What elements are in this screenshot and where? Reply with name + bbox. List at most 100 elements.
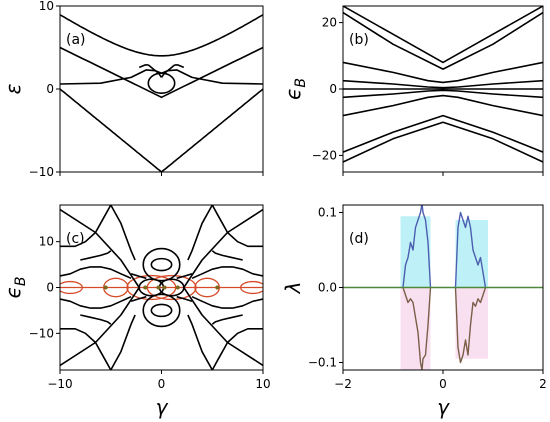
series-line [142,247,181,282]
plot-area [343,205,543,370]
y-axis-label: λ [281,282,305,295]
y-axis-label: ε [1,83,25,94]
series-line [160,64,176,78]
data-point [103,285,108,290]
red-curve [102,277,129,298]
series-line [110,205,136,261]
y-tick-label: −10 [29,326,54,340]
x-tick-label: −2 [334,377,352,391]
series-line [147,72,176,94]
series-line [110,314,136,370]
x-tick-label: −10 [47,377,72,391]
series-line [454,287,487,364]
panel-3: −10 0 10 −10 0 10 ϵB γ (c) [1,204,271,419]
data-point [143,285,148,290]
plot-area [60,205,263,370]
panel-4: −0.1 0.0 0.1 −2 0 2 λ γ (d) [281,204,547,419]
panel-tag: (c) [66,231,85,247]
series-line [343,114,543,153]
series-line [80,314,112,325]
series-line [80,250,112,261]
y-tick-label: 0.1 [318,206,337,220]
series-line [343,61,543,84]
y-tick-label: −20 [312,148,337,162]
x-axis-label: γ [156,395,169,419]
data-point [175,285,180,290]
series-line [60,88,263,172]
panel-tag: (d) [349,231,369,247]
x-tick-label: 0 [439,377,447,391]
axes-frame [59,5,264,173]
series-line [174,64,185,69]
series-line [402,287,432,370]
y-tick-label: −10 [29,165,54,179]
series-line [343,6,543,64]
series-line [183,287,263,367]
red-curve [240,280,263,295]
series-line [343,121,543,163]
series-line [402,205,432,288]
series-line [60,295,132,309]
plot-area [60,14,263,172]
series-line [176,273,193,280]
series-line [130,273,147,280]
series-line [343,94,543,117]
series-line [60,208,140,288]
series-line [60,328,112,370]
panel-tag: (a) [66,32,86,48]
series-line [130,295,147,303]
series-line [343,89,543,99]
y-axis-label-subscript: B [13,277,29,287]
series-line [187,205,213,261]
y-tick-label: 0 [46,82,54,96]
series-line [211,328,263,370]
series-line [150,303,173,318]
series-line [60,46,263,99]
series-line [176,295,193,303]
y-tick-label: 0 [46,281,54,295]
series-line [142,293,181,328]
red-curve [60,280,83,295]
series-line [191,266,263,280]
y-tick-label: −0.1 [308,356,337,370]
series-line [343,11,543,70]
panel-tag: (b) [349,32,369,48]
series-line [211,314,243,325]
y-axis-label: ϵB [1,277,29,299]
x-tick-label: 2 [539,377,547,391]
panel-1: −10 0 10 ε (a) [1,0,264,179]
y-axis-label-subscript: B [293,78,309,88]
data-point [156,285,161,290]
series-line [343,79,543,89]
shaded-band [455,220,488,288]
series-line [211,250,243,261]
series-line [60,287,140,367]
y-tick-label: 0 [329,82,337,96]
series-line [211,205,263,248]
panel-2: −20 0 20 ϵB (b) [281,5,544,176]
plot-area [343,6,543,163]
x-tick-label: 0 [158,377,166,391]
data-point [162,285,167,290]
series-line [138,64,149,69]
shaded-band [455,287,488,359]
series-line [150,257,173,272]
series-line [454,211,487,288]
y-axis-label: ϵB [281,78,309,100]
red-curve [146,274,197,301]
series-line [147,64,163,78]
series-line [183,208,263,288]
y-tick-label: 0.0 [318,281,337,295]
series-line [60,14,263,57]
shaded-band [400,287,431,370]
y-tick-label: 10 [39,0,54,13]
series-line [191,295,263,309]
series-line [60,266,132,280]
x-tick-label: 10 [255,377,270,391]
y-tick-label: 20 [322,16,337,30]
red-curve [194,277,221,298]
series-line [60,205,112,248]
x-axis-label: γ [437,395,450,419]
y-tick-label: 10 [39,235,54,249]
